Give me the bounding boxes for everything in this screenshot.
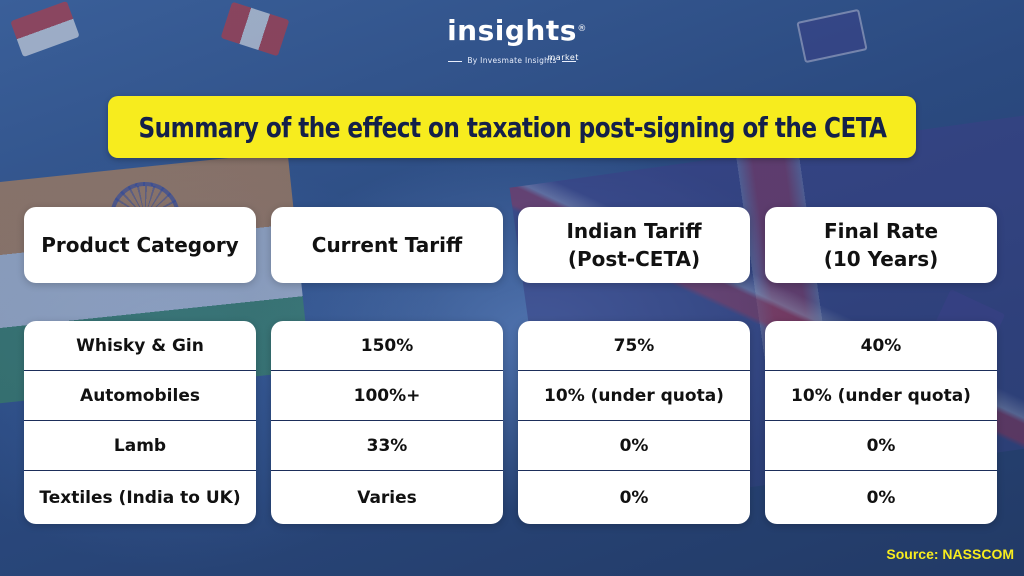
header-final-rate: Final Rate (10 Years) <box>765 207 997 283</box>
table-cell: Whisky & Gin <box>24 321 256 371</box>
logo-byline: By Invesmate Insights <box>0 56 1024 65</box>
column-current-tariff: 150% 100%+ 33% Varies <box>271 321 503 524</box>
table-cell: 0% <box>518 421 750 471</box>
table-cell: 150% <box>271 321 503 371</box>
table-cell: Textiles (India to UK) <box>39 487 241 508</box>
header-product-category: Product Category <box>24 207 256 283</box>
table-cell: 10% (under quota) <box>765 371 997 421</box>
page-title: Summary of the effect on taxation post-s… <box>138 110 886 144</box>
table-cell: Lamb <box>24 421 256 471</box>
logo-sub: market <box>547 53 579 62</box>
logo-word: insights <box>447 14 577 47</box>
logo-registered-mark: ® <box>577 24 587 34</box>
brand-logo: insights ® market By Invesmate Insights <box>0 14 1024 66</box>
table-cell: 33% <box>271 421 503 471</box>
table-cell: Varies <box>357 487 417 508</box>
table-cell: 40% <box>765 321 997 371</box>
table-cell: 75% <box>518 321 750 371</box>
table-cell: Automobiles <box>24 371 256 421</box>
table-cell: 0% <box>866 487 896 508</box>
header-indian-tariff: Indian Tariff (Post-CETA) <box>518 207 750 283</box>
header-current-tariff: Current Tariff <box>271 207 503 283</box>
table-cell: 0% <box>619 487 649 508</box>
column-product-category: Whisky & Gin Automobiles Lamb Textiles (… <box>24 321 256 524</box>
table-cell: 10% (under quota) <box>518 371 750 421</box>
title-banner: Summary of the effect on taxation post-s… <box>108 96 916 158</box>
logo-wordmark: insights ® market <box>447 14 586 63</box>
column-indian-tariff: 75% 10% (under quota) 0% 0% <box>518 321 750 524</box>
column-final-rate: 40% 10% (under quota) 0% 0% <box>765 321 997 524</box>
table-cell: 100%+ <box>271 371 503 421</box>
table-cell: 0% <box>765 421 997 471</box>
source-note: Source: NASSCOM <box>886 546 1014 562</box>
